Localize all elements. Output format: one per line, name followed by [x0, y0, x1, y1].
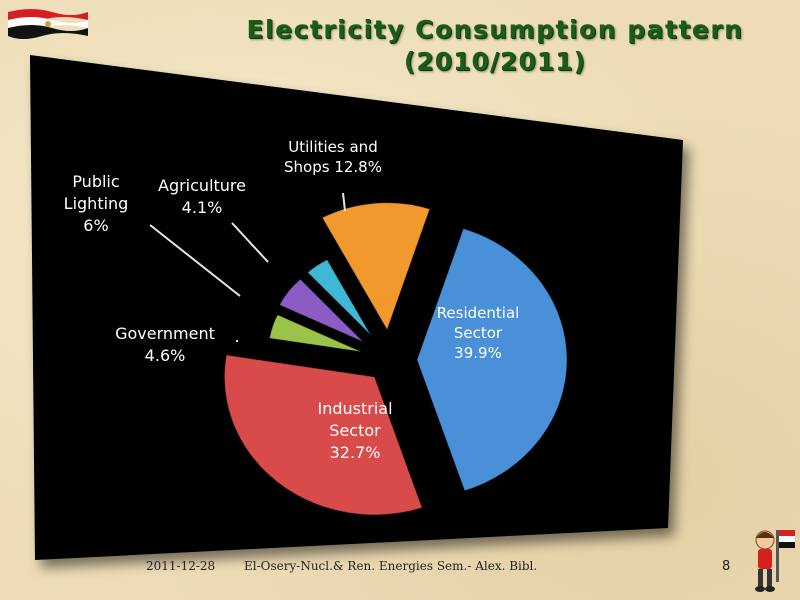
footer-text: El-Osery-Nucl.& Ren. Energies Sem.- Alex…: [244, 559, 538, 573]
egypt-flag-icon: [8, 9, 88, 39]
page-number: 8: [722, 559, 731, 574]
footer-date: 2011-12-28: [146, 559, 216, 573]
slice-label-line: 4.6%: [145, 346, 186, 365]
leader-line: [149, 224, 241, 297]
title-line-2: (2010/2011): [403, 47, 587, 76]
leader-line: [231, 222, 269, 263]
slice-label-line: Government: [115, 324, 215, 343]
slice-label-line: Sector: [454, 324, 503, 342]
slice-label: Industrial Sector 32.7%: [317, 399, 392, 462]
title-line-1: Electricity Consumption pattern: [246, 15, 744, 44]
slice-label-line: 32.7%: [330, 443, 381, 462]
slice-label-line: Utilities and: [288, 138, 377, 156]
pie-slice-agriculture: [306, 259, 372, 336]
leader-line: [342, 192, 346, 212]
slice-label-line: Public: [72, 172, 119, 191]
slice-label-line: Agriculture: [158, 176, 246, 195]
slice-label-line: Sector: [329, 421, 381, 440]
slice-label-line: Industrial: [317, 399, 392, 418]
slice-label: Utilities and Shops 12.8%: [284, 138, 382, 176]
pie-slice-public-lighting: [278, 278, 364, 343]
slice-label-line: 6%: [83, 216, 108, 235]
slice-label: Public Lighting 6%: [64, 172, 129, 235]
slice-label-line: Residential: [437, 304, 520, 322]
slice-label: Residential Sector 39.9%: [437, 304, 520, 362]
pie-slice-government: [268, 314, 362, 353]
slice-label-line: 39.9%: [454, 344, 502, 362]
slice-label-line: Lighting: [64, 194, 129, 213]
pie-slice-residential-sector: [416, 228, 568, 492]
slice-label-line: 4.1%: [182, 198, 223, 217]
slide-title: Electricity Consumption pattern (2010/20…: [190, 14, 800, 78]
mascot-with-flag-icon: [755, 530, 795, 592]
slice-label-line: Shops 12.8%: [284, 158, 382, 176]
pie-slice-utilities-and-shops: [321, 202, 431, 331]
pie-slice-industrial-sector: [224, 354, 423, 516]
slice-label: Agriculture 4.1%: [158, 176, 246, 217]
slice-label: Government 4.6%: [115, 324, 215, 365]
